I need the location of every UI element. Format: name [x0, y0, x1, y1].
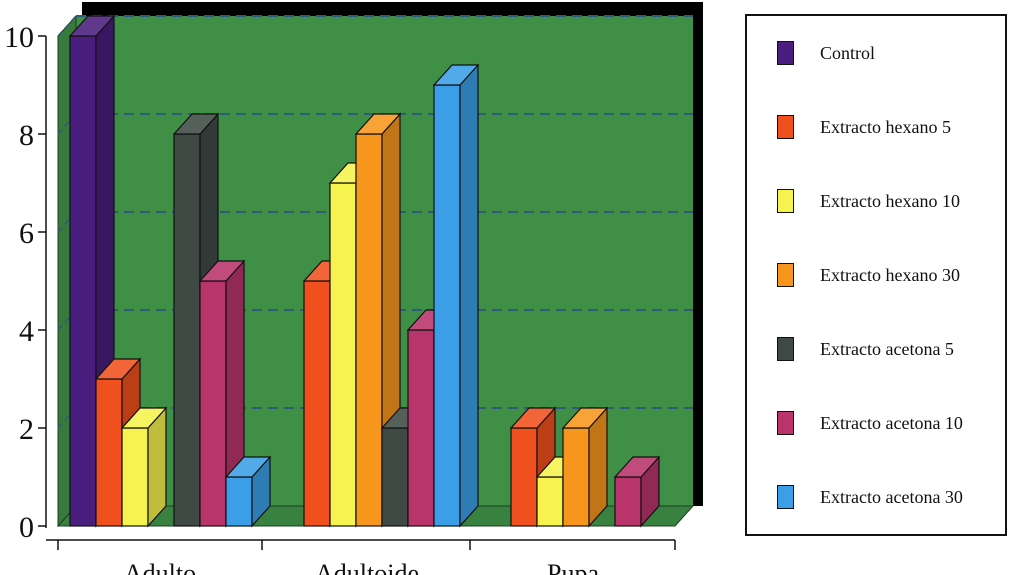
legend-item: Extracto hexano 30: [777, 260, 960, 290]
bar-front: [69, 35, 97, 527]
bar-Adulto-Extracto acetona 30: [224, 455, 272, 528]
legend-swatch: [777, 263, 794, 287]
gridline-side-10: [57, 15, 77, 37]
x-category-labels: Adulto Adultoide Pupa: [124, 559, 600, 575]
legend-label: Control: [820, 42, 876, 63]
legend-label: Extracto acetona 30: [820, 486, 963, 507]
bar-front: [173, 133, 201, 527]
bar-top: [68, 15, 116, 37]
bar-front: [95, 378, 123, 527]
legend-item: Extracto hexano 5: [777, 112, 951, 142]
legend-swatch: [777, 189, 794, 213]
legend: Control Extracto hexano 5 Extracto hexano …: [745, 14, 1007, 536]
bar-top: [172, 113, 220, 135]
bar-top: [432, 64, 480, 86]
y-tick-label-2: 2: [19, 413, 34, 446]
bar-Pupa-Extracto hexano 30: [561, 406, 609, 528]
bar-front: [121, 427, 149, 527]
bar-front: [381, 427, 409, 527]
bar-top: [561, 407, 609, 429]
legend-label: Extracto acetona 5: [820, 338, 954, 359]
bar-front: [407, 329, 435, 527]
bar-front: [355, 133, 383, 527]
legend-item: Control: [777, 38, 875, 68]
bar-Adulto-Extracto acetona 10: [198, 259, 246, 528]
y-tick-label-6: 6: [19, 217, 34, 250]
legend-item: Extracto acetona 30: [777, 482, 963, 512]
y-tick-label-4: 4: [19, 315, 34, 348]
legend-label: Extracto acetona 10: [820, 412, 963, 433]
legend-label: Extracto hexano 10: [820, 190, 960, 211]
bar-top: [198, 260, 246, 282]
bars: [68, 14, 661, 528]
legend-label: Extracto hexano 5: [820, 116, 951, 137]
x-category-label-Adultoide: Adultoide: [315, 559, 419, 575]
bar-front: [433, 84, 461, 527]
bar-front: [562, 427, 590, 527]
bar-front: [614, 476, 642, 527]
legend-swatch: [777, 411, 794, 435]
x-category-label-Adulto: Adulto: [124, 559, 196, 575]
axes: [38, 35, 676, 550]
legend-swatch: [777, 41, 794, 65]
bar-top: [354, 113, 402, 135]
y-tick-labels: 0 2 4 6 8 10: [4, 21, 34, 544]
legend-item: Extracto hexano 10: [777, 186, 960, 216]
bar-front: [329, 182, 357, 527]
y-tick-label-8: 8: [19, 119, 34, 152]
bar-front: [510, 427, 538, 527]
bar-front: [303, 280, 331, 527]
bar-top: [613, 456, 661, 478]
legend-item: Extracto acetona 10: [777, 408, 963, 438]
bar-top: [94, 358, 142, 380]
y-tick-label-10: 10: [4, 21, 34, 54]
legend-swatch: [777, 485, 794, 509]
bar-top: [509, 407, 557, 429]
bar-front: [536, 476, 564, 527]
legend-swatch: [777, 337, 794, 361]
x-category-label-Pupa: Pupa: [547, 559, 599, 575]
legend-swatch: [777, 115, 794, 139]
legend-item: Extracto acetona 5: [777, 334, 954, 364]
bar-top: [120, 407, 168, 429]
bar-side: [459, 63, 479, 528]
bar-top: [224, 456, 272, 478]
y-tick-label-0: 0: [19, 511, 34, 544]
bar-front: [199, 280, 227, 527]
bar-Pupa-Extracto acetona 10: [613, 455, 661, 528]
legend-label: Extracto hexano 30: [820, 264, 960, 285]
bar-Adulto-Extracto hexano 10: [120, 406, 168, 528]
bar-front: [225, 476, 253, 527]
bar-Adultoide-Extracto acetona 30: [432, 63, 480, 528]
